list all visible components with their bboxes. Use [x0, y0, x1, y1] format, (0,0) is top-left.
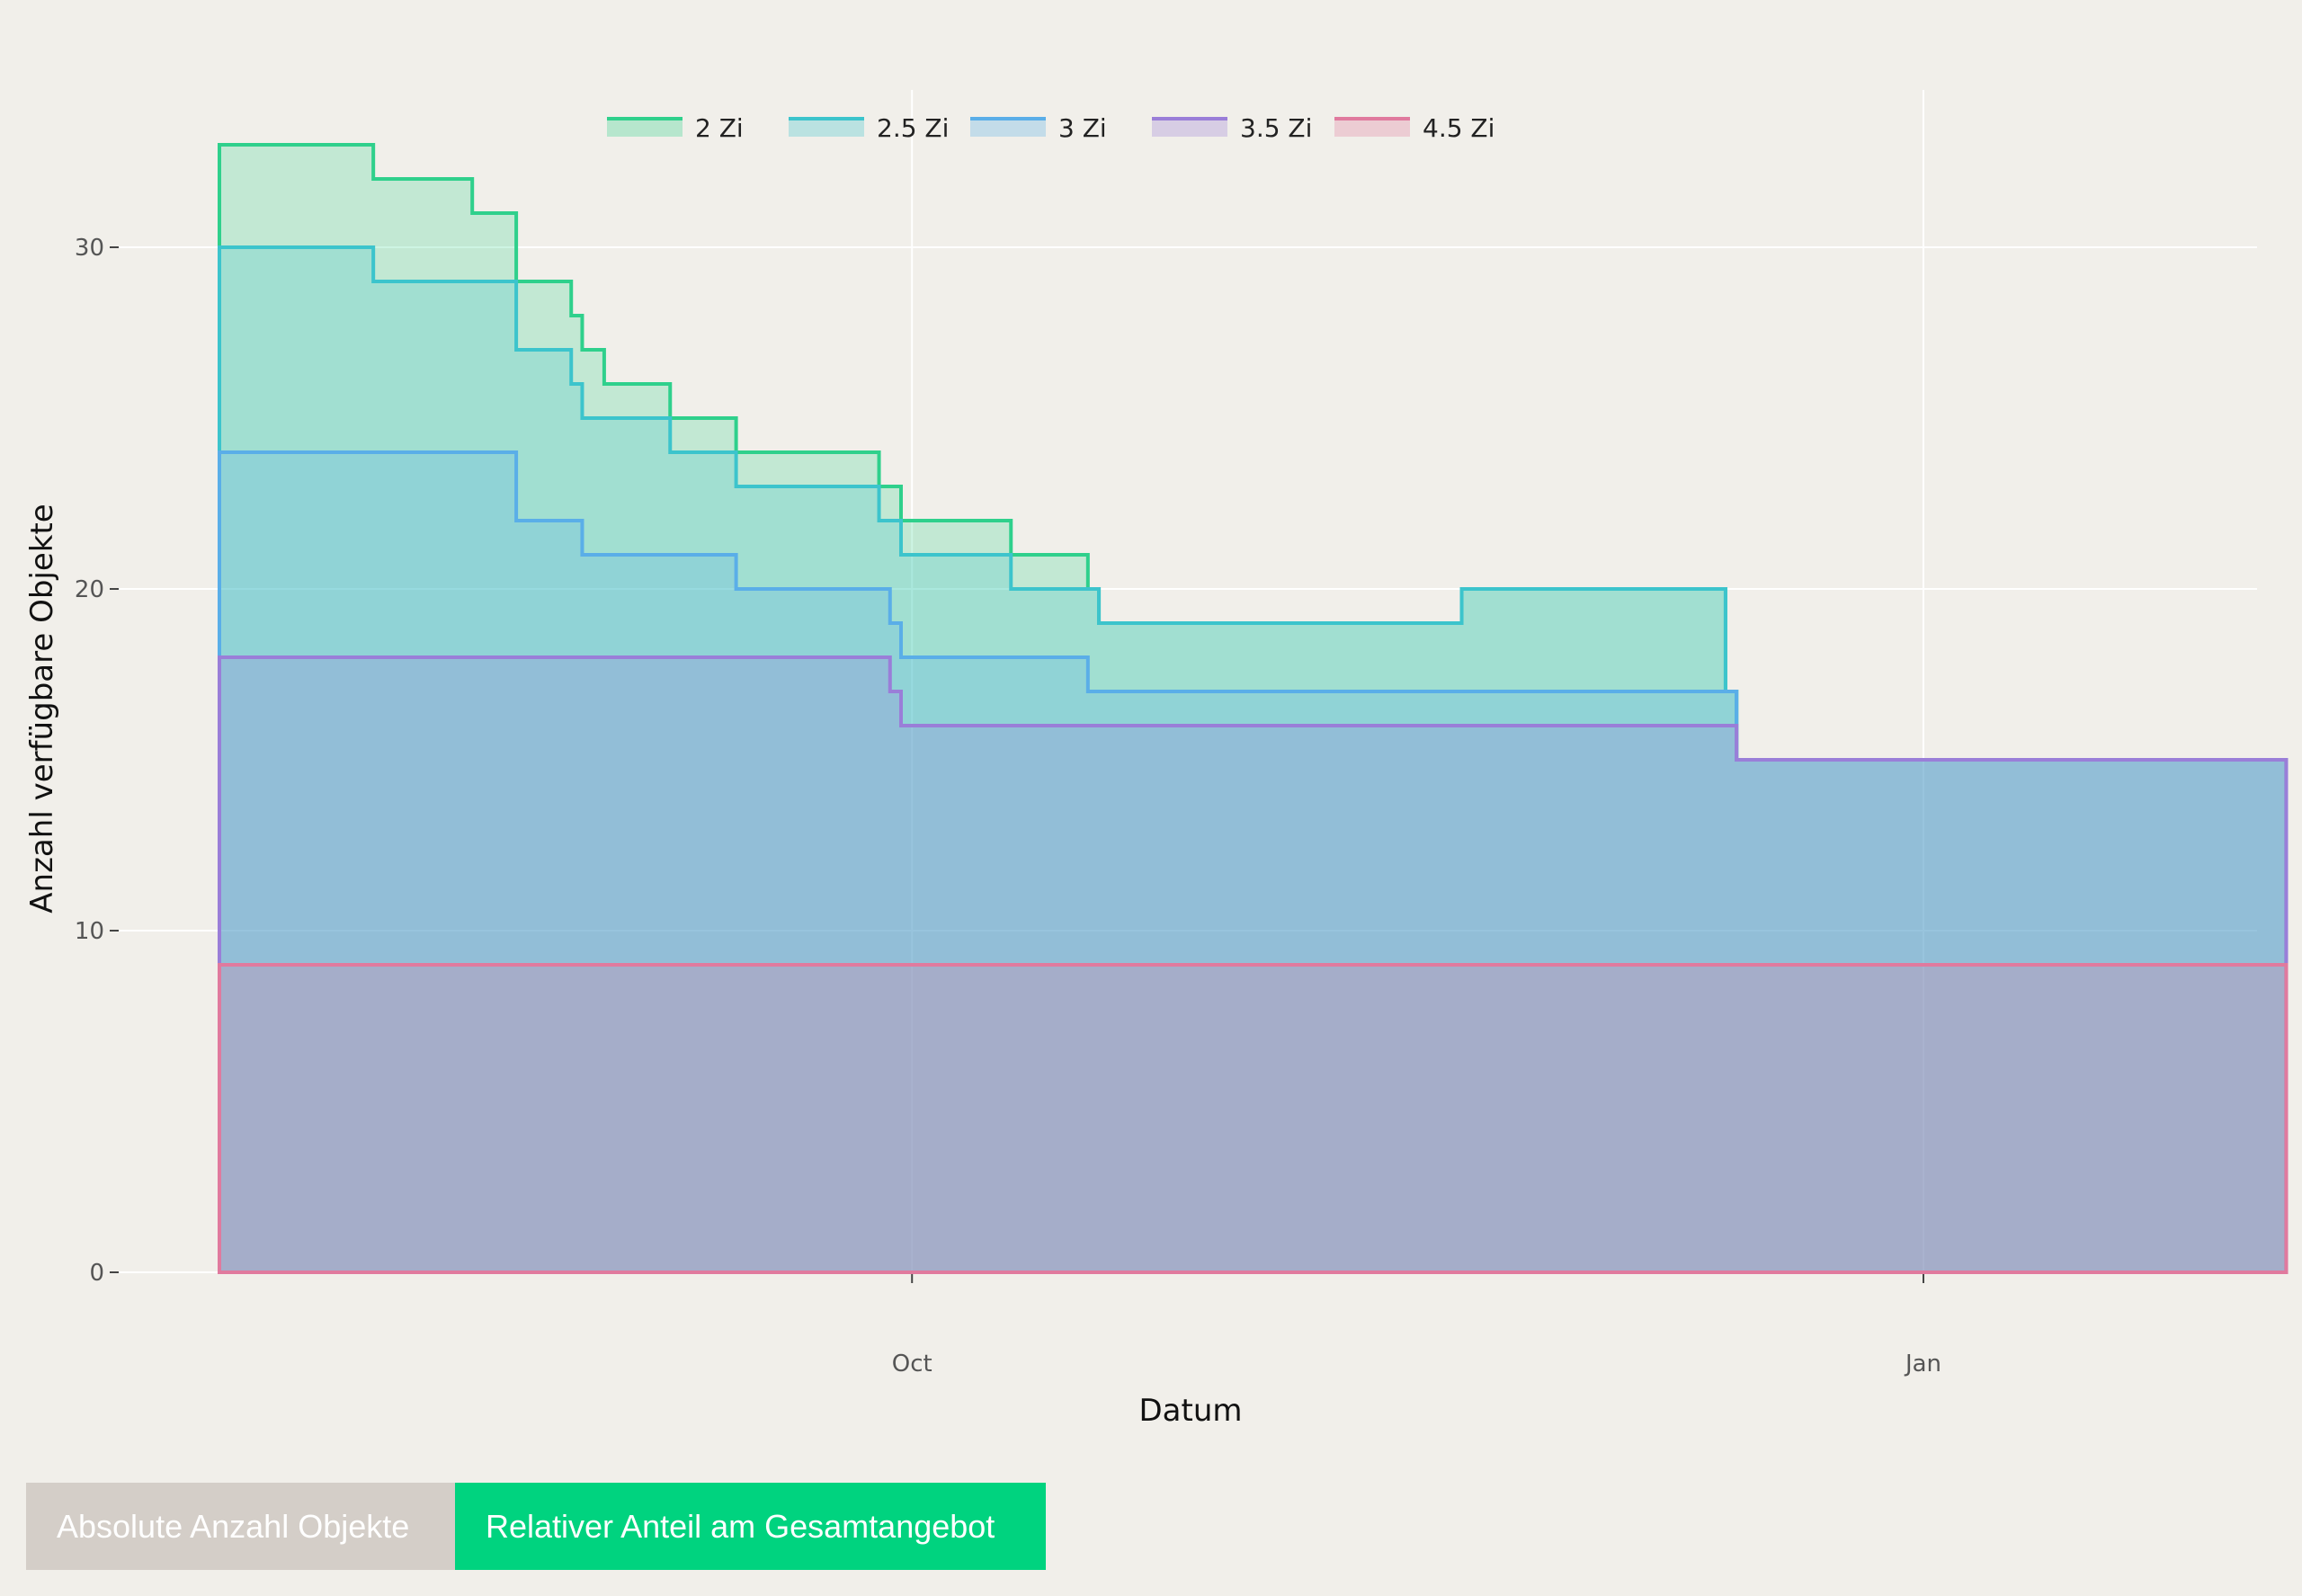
y-tick-label-3: 30 [75, 235, 104, 262]
legend-label-4: 4.5 Zi [1423, 113, 1495, 143]
y-axis-title: Anzahl verfügbare Objekte [24, 504, 60, 913]
y-tick-label-2: 20 [75, 576, 104, 603]
legend-label-2: 3 Zi [1058, 113, 1107, 143]
legend-label-3: 3.5 Zi [1240, 113, 1312, 143]
legend-swatch-0 [607, 117, 683, 137]
series-areas [218, 143, 2289, 1274]
x-tick-label-0: Oct [892, 1351, 932, 1378]
legend-swatch-4 [1334, 117, 1410, 137]
view-toggle: Absolute Anzahl Objekte Relativer Anteil… [26, 1483, 1046, 1570]
relative-share-button[interactable]: Relativer Anteil am Gesamtangebot [455, 1483, 1046, 1570]
stacked-step-area-chart: 0 10 20 30 Oct Jan 2 Zi 2.5 Zi 3 Zi 3.5 Zi 4.5 Z… [24, 90, 2289, 1429]
y-tick-label-1: 10 [75, 918, 104, 945]
x-axis: Oct Jan [892, 1274, 1941, 1378]
legend-swatch-3 [1152, 117, 1227, 137]
x-axis-title: Datum [1138, 1393, 1242, 1429]
y-tick-label-0: 0 [89, 1260, 104, 1287]
y-axis: 0 10 20 30 [75, 235, 119, 1287]
legend-swatch-2 [970, 117, 1046, 137]
legend-label-1: 2.5 Zi [877, 113, 949, 143]
legend-swatch-1 [789, 117, 864, 137]
legend-label-0: 2 Zi [695, 113, 744, 143]
series-area-4 [218, 963, 2289, 1274]
legend: 2 Zi 2.5 Zi 3 Zi 3.5 Zi 4.5 Zi [607, 113, 1495, 143]
x-tick-label-1: Jan [1904, 1351, 1941, 1378]
absolute-count-button[interactable]: Absolute Anzahl Objekte [26, 1483, 455, 1570]
